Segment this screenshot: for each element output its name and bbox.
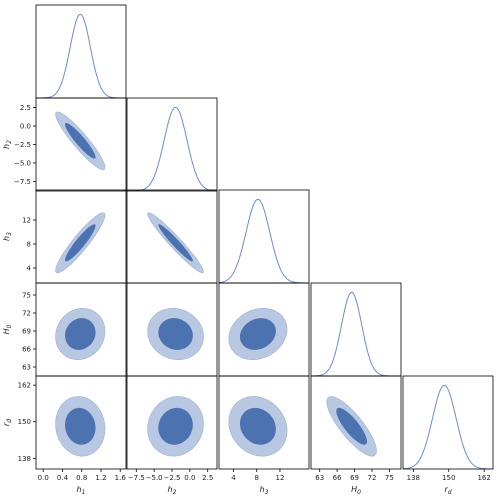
panel-frame — [218, 189, 310, 284]
density-curve-h1 — [36, 13, 126, 98]
x-axis-label-h2: h2 — [168, 485, 177, 496]
y-tick-label-H0: 75 — [22, 292, 31, 300]
diagonal-panel-h1 — [36, 13, 126, 98]
panel-h1-rd — [55, 396, 106, 457]
contour-68-h1-h3 — [65, 224, 96, 262]
panel-h1-h3 — [55, 212, 106, 274]
x-tick-label-h1: 1.6 — [115, 474, 127, 482]
contour-68-h1-h2 — [65, 122, 96, 159]
x-tick-label-H0: 63 — [315, 474, 324, 482]
density-curve-rd — [403, 384, 493, 469]
panel-frame — [218, 375, 310, 470]
y-tick-label-h2: −7.5 — [14, 178, 31, 186]
x-axis-label-H0: H0 — [351, 485, 361, 496]
contour-68-h1-rd — [65, 407, 96, 445]
contour-68-h1-H0 — [65, 318, 96, 350]
x-tick-label-h3: 4 — [231, 474, 236, 482]
y-axis-label-h3: h3 — [2, 232, 13, 241]
panel-frame — [310, 375, 402, 470]
y-tick-label-H0: 63 — [22, 364, 31, 372]
contour-68-h2-H0 — [158, 318, 193, 350]
panel-frame — [310, 282, 402, 377]
panel-h2-H0 — [147, 308, 204, 360]
panel-h2-h3 — [147, 212, 204, 274]
panel-h3-rd — [228, 396, 288, 457]
x-tick-label-H0: 72 — [368, 474, 377, 482]
x-tick-label-h3: 8 — [255, 474, 259, 482]
x-tick-label-h2: −2.5 — [164, 474, 181, 482]
contour-68-h2-h3 — [158, 224, 193, 262]
x-tick-label-h1: 0.4 — [57, 474, 69, 482]
x-tick-label-H0: 75 — [385, 474, 394, 482]
panel-frame — [35, 375, 127, 470]
diagonal-panel-H0 — [311, 291, 401, 376]
y-tick-label-rd: 138 — [18, 455, 31, 463]
y-tick-label-h2: 0.0 — [20, 123, 31, 131]
panel-h1-H0 — [55, 308, 106, 360]
panel-h2-rd — [147, 396, 204, 457]
density-curve-h3 — [219, 198, 309, 283]
density-curve-h2 — [127, 106, 217, 191]
x-tick-label-rd: 162 — [477, 474, 490, 482]
panel-frame — [35, 4, 127, 99]
x-tick-label-h2: −5.0 — [146, 474, 163, 482]
contour-68-H0-rd — [336, 407, 367, 445]
diagonal-panel-h3 — [219, 198, 309, 283]
x-tick-label-h2: −7.5 — [128, 474, 145, 482]
y-axis-label-H0: H0 — [2, 324, 13, 334]
panel-h3-H0 — [228, 307, 288, 361]
x-axis-label-h3: h3 — [260, 485, 269, 496]
diagonal-panel-rd — [403, 384, 493, 469]
x-tick-label-H0: 69 — [350, 474, 359, 482]
y-axis-label-h2: h2 — [2, 140, 13, 149]
y-tick-label-h2: −5.0 — [14, 159, 31, 167]
x-tick-label-rd: 150 — [442, 474, 455, 482]
density-curve-H0 — [311, 291, 401, 376]
y-tick-label-h2: 2.5 — [20, 104, 31, 112]
y-tick-label-h3: 8 — [27, 241, 31, 249]
y-tick-label-H0: 69 — [22, 328, 31, 336]
y-tick-label-H0: 72 — [22, 310, 31, 318]
x-tick-label-h3: 12 — [276, 474, 285, 482]
x-tick-label-h1: 0.8 — [76, 474, 87, 482]
x-tick-label-h1: 1.2 — [95, 474, 106, 482]
y-tick-label-rd: 162 — [18, 382, 31, 390]
x-tick-label-h2: 0.0 — [184, 474, 195, 482]
panel-h1-h2 — [55, 111, 106, 171]
y-tick-label-h3: 4 — [27, 265, 32, 273]
x-axis-label-rd: rd — [444, 485, 451, 496]
x-axis-label-h1: h1 — [77, 485, 86, 496]
panel-frame — [402, 375, 494, 470]
y-tick-label-H0: 66 — [22, 346, 31, 354]
y-axis-label-rd: rd — [2, 419, 13, 426]
contour-68-h3-H0 — [239, 318, 276, 350]
panel-H0-rd — [326, 396, 377, 457]
diagonal-panel-h2 — [127, 106, 217, 191]
x-tick-label-h1: 0.0 — [38, 474, 49, 482]
y-tick-label-rd: 150 — [18, 418, 31, 426]
x-tick-label-rd: 138 — [407, 474, 420, 482]
y-tick-label-h3: 12 — [22, 217, 31, 225]
contour-68-h2-rd — [158, 407, 193, 445]
panel-frame — [126, 97, 218, 192]
contour-68-h3-rd — [239, 407, 276, 445]
x-tick-label-H0: 66 — [333, 474, 342, 482]
x-tick-label-h2: 2.5 — [202, 474, 213, 482]
y-tick-label-h2: −2.5 — [14, 141, 31, 149]
